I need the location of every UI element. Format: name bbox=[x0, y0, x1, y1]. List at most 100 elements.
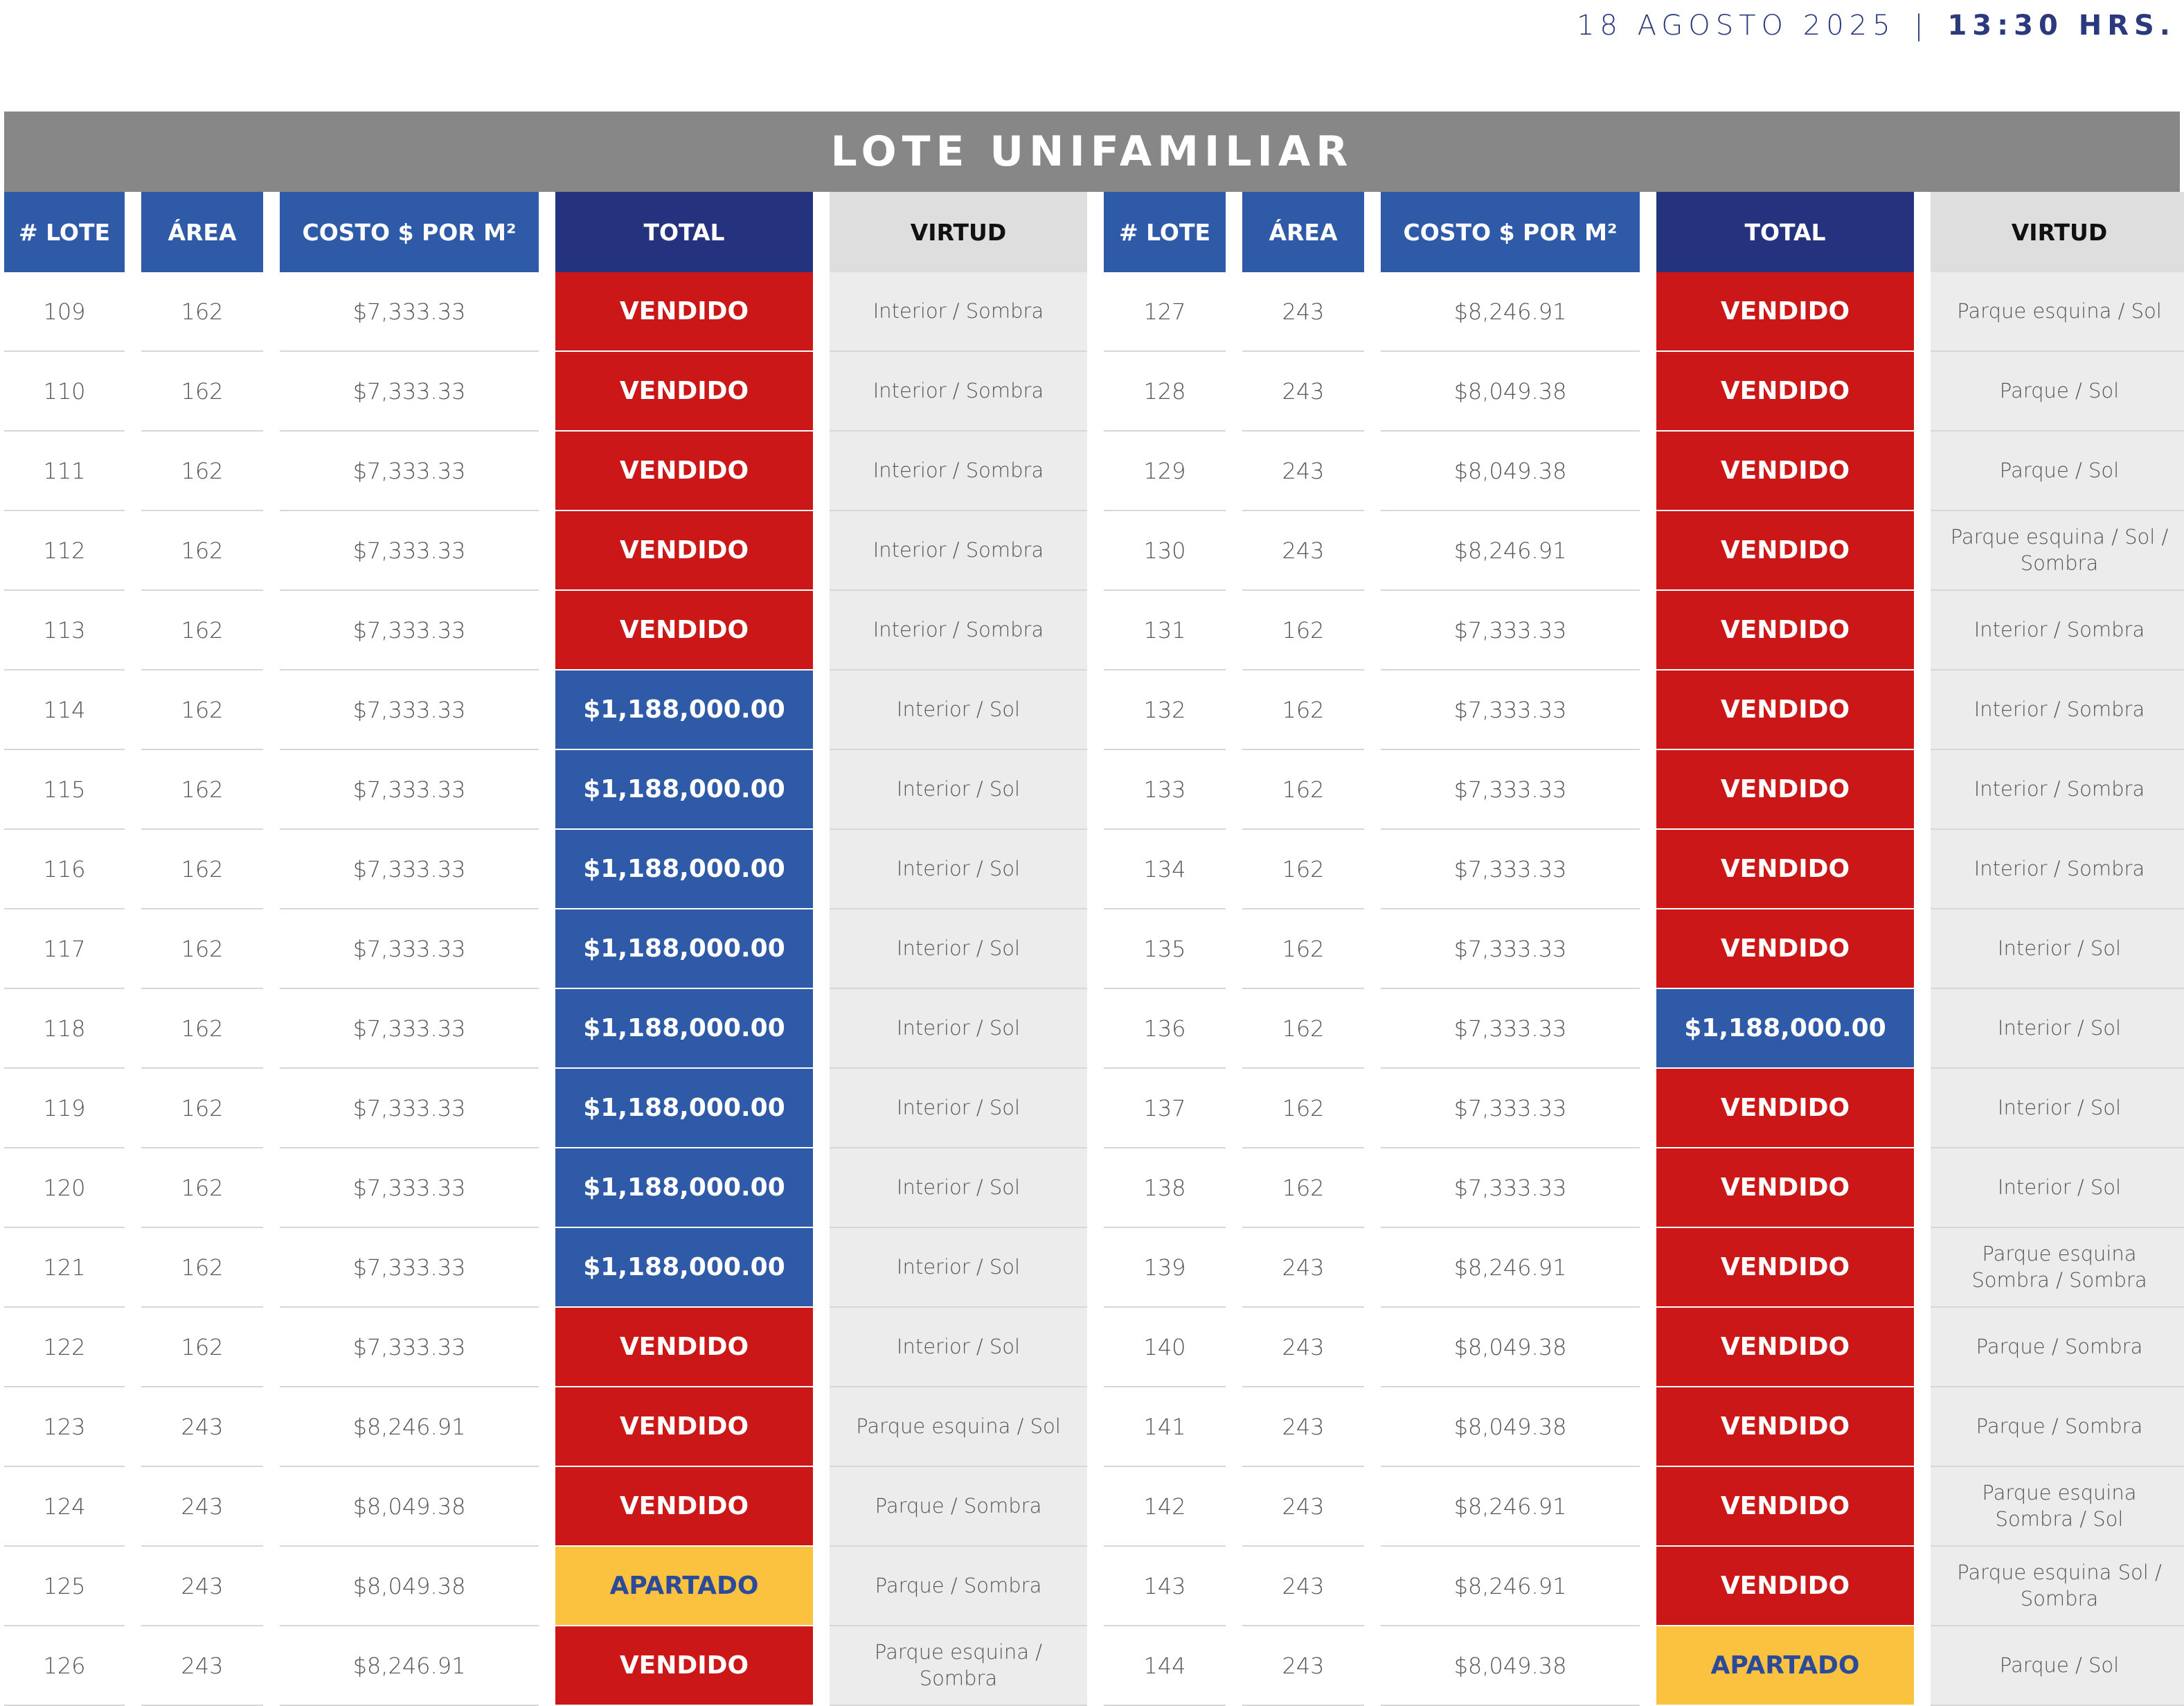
lot-virtud-right: Parque / Sol bbox=[1931, 432, 2184, 511]
lot-number-right: 136 bbox=[1104, 989, 1226, 1069]
lot-area-right: 162 bbox=[1242, 1148, 1364, 1228]
header-area-right: ÁREA bbox=[1242, 192, 1364, 272]
lot-number-left: 123 bbox=[4, 1387, 125, 1467]
cost-per-m2-right: $7,333.33 bbox=[1381, 1069, 1640, 1148]
lot-total-left: APARTADO bbox=[555, 1547, 813, 1626]
lot-virtud-right: Parque esquina Sombra / Sombra bbox=[1931, 1228, 2184, 1308]
lot-total-left: VENDIDO bbox=[555, 432, 813, 511]
lot-total-right: VENDIDO bbox=[1656, 830, 1914, 909]
lot-number-left: 114 bbox=[4, 670, 125, 750]
cost-per-m2-right: $8,246.91 bbox=[1381, 1467, 1640, 1547]
cost-per-m2-right: $8,246.91 bbox=[1381, 511, 1640, 591]
lot-virtud-right: Interior / Sombra bbox=[1931, 750, 2184, 830]
lot-area-right: 162 bbox=[1242, 909, 1364, 989]
lot-area-left: 162 bbox=[141, 272, 263, 352]
cost-per-m2-left: $7,333.33 bbox=[280, 591, 539, 670]
lot-total-right: VENDIDO bbox=[1656, 750, 1914, 830]
lot-total-left: VENDIDO bbox=[555, 1626, 813, 1706]
lot-virtud-left: Parque esquina / Sol bbox=[830, 1387, 1087, 1467]
lot-number-left: 121 bbox=[4, 1228, 125, 1308]
lot-total-right: VENDIDO bbox=[1656, 352, 1914, 432]
lot-virtud-right: Parque / Sol bbox=[1931, 352, 2184, 432]
lot-number-right: 137 bbox=[1104, 1069, 1226, 1148]
lot-total-left: VENDIDO bbox=[555, 1308, 813, 1387]
cost-per-m2-left: $7,333.33 bbox=[280, 511, 539, 591]
lot-virtud-right: Parque esquina Sombra / Sol bbox=[1931, 1467, 2184, 1547]
cost-per-m2-right: $8,049.38 bbox=[1381, 432, 1640, 511]
lot-total-right: $1,188,000.00 bbox=[1656, 989, 1914, 1069]
lot-area-left: 243 bbox=[141, 1387, 263, 1467]
lot-number-left: 111 bbox=[4, 432, 125, 511]
lot-number-right: 127 bbox=[1104, 272, 1226, 352]
cost-per-m2-left: $7,333.33 bbox=[280, 989, 539, 1069]
lot-total-left: VENDIDO bbox=[555, 352, 813, 432]
lot-virtud-left: Interior / Sol bbox=[830, 1228, 1087, 1308]
cost-per-m2-left: $7,333.33 bbox=[280, 1228, 539, 1308]
cost-per-m2-left: $7,333.33 bbox=[280, 1148, 539, 1228]
lot-number-right: 130 bbox=[1104, 511, 1226, 591]
cost-per-m2-right: $8,049.38 bbox=[1381, 1308, 1640, 1387]
lot-total-left: $1,188,000.00 bbox=[555, 750, 813, 830]
lot-number-left: 113 bbox=[4, 591, 125, 670]
lot-area-right: 162 bbox=[1242, 591, 1364, 670]
lot-virtud-left: Interior / Sol bbox=[830, 989, 1087, 1069]
lot-table: # LOTE ÁREA COSTO $ POR M² TOTAL VIRTUD … bbox=[4, 192, 2184, 1706]
lot-total-left: VENDIDO bbox=[555, 591, 813, 670]
lot-total-left: $1,188,000.00 bbox=[555, 989, 813, 1069]
lot-total-right: VENDIDO bbox=[1656, 432, 1914, 511]
lot-number-right: 132 bbox=[1104, 670, 1226, 750]
lot-total-right: VENDIDO bbox=[1656, 1069, 1914, 1148]
lot-virtud-right: Interior / Sombra bbox=[1931, 830, 2184, 909]
lot-number-left: 124 bbox=[4, 1467, 125, 1547]
lot-virtud-right: Parque esquina / Sol bbox=[1931, 272, 2184, 352]
lot-virtud-right: Interior / Sol bbox=[1931, 989, 2184, 1069]
cost-per-m2-left: $7,333.33 bbox=[280, 432, 539, 511]
cost-per-m2-left: $7,333.33 bbox=[280, 670, 539, 750]
lot-virtud-right: Parque / Sombra bbox=[1931, 1387, 2184, 1467]
lot-area-left: 162 bbox=[141, 511, 263, 591]
lot-virtud-left: Interior / Sombra bbox=[830, 511, 1087, 591]
lot-area-right: 243 bbox=[1242, 1547, 1364, 1626]
cost-per-m2-right: $7,333.33 bbox=[1381, 830, 1640, 909]
lot-virtud-left: Interior / Sol bbox=[830, 1148, 1087, 1228]
lot-price-sheet: LOTE UNIFAMILIAR # LOTE ÁREA COSTO $ POR… bbox=[4, 112, 2184, 1706]
cost-per-m2-left: $7,333.33 bbox=[280, 909, 539, 989]
lot-number-left: 116 bbox=[4, 830, 125, 909]
cost-per-m2-right: $7,333.33 bbox=[1381, 591, 1640, 670]
lot-number-right: 142 bbox=[1104, 1467, 1226, 1547]
lot-area-left: 243 bbox=[141, 1547, 263, 1626]
lot-area-left: 162 bbox=[141, 670, 263, 750]
lot-area-right: 243 bbox=[1242, 1467, 1364, 1547]
lot-area-right: 162 bbox=[1242, 830, 1364, 909]
lot-virtud-right: Interior / Sombra bbox=[1931, 670, 2184, 750]
lot-virtud-right: Parque esquina Sol / Sombra bbox=[1931, 1547, 2184, 1626]
header-area-left: ÁREA bbox=[141, 192, 263, 272]
lot-area-right: 243 bbox=[1242, 1308, 1364, 1387]
lot-number-left: 122 bbox=[4, 1308, 125, 1387]
cost-per-m2-left: $7,333.33 bbox=[280, 1308, 539, 1387]
lot-number-left: 126 bbox=[4, 1626, 125, 1706]
cost-per-m2-right: $7,333.33 bbox=[1381, 670, 1640, 750]
lot-area-right: 162 bbox=[1242, 670, 1364, 750]
cost-per-m2-left: $7,333.33 bbox=[280, 830, 539, 909]
lot-area-left: 162 bbox=[141, 1069, 263, 1148]
lot-area-right: 243 bbox=[1242, 1626, 1364, 1706]
lot-number-right: 135 bbox=[1104, 909, 1226, 989]
lot-number-left: 125 bbox=[4, 1547, 125, 1626]
cost-per-m2-right: $8,049.38 bbox=[1381, 352, 1640, 432]
lot-number-right: 144 bbox=[1104, 1626, 1226, 1706]
lot-area-left: 162 bbox=[141, 1308, 263, 1387]
lot-number-right: 138 bbox=[1104, 1148, 1226, 1228]
header-virtud-left: VIRTUD bbox=[830, 192, 1087, 272]
cost-per-m2-left: $8,049.38 bbox=[280, 1467, 539, 1547]
lot-virtud-right: Interior / Sombra bbox=[1931, 591, 2184, 670]
lot-total-right: VENDIDO bbox=[1656, 272, 1914, 352]
lot-total-left: VENDIDO bbox=[555, 511, 813, 591]
lot-number-left: 110 bbox=[4, 352, 125, 432]
cost-per-m2-right: $8,246.91 bbox=[1381, 1547, 1640, 1626]
lot-virtud-left: Interior / Sol bbox=[830, 1308, 1087, 1387]
cost-per-m2-left: $7,333.33 bbox=[280, 352, 539, 432]
lot-total-right: VENDIDO bbox=[1656, 1228, 1914, 1308]
lot-number-left: 118 bbox=[4, 989, 125, 1069]
lot-area-left: 243 bbox=[141, 1626, 263, 1706]
